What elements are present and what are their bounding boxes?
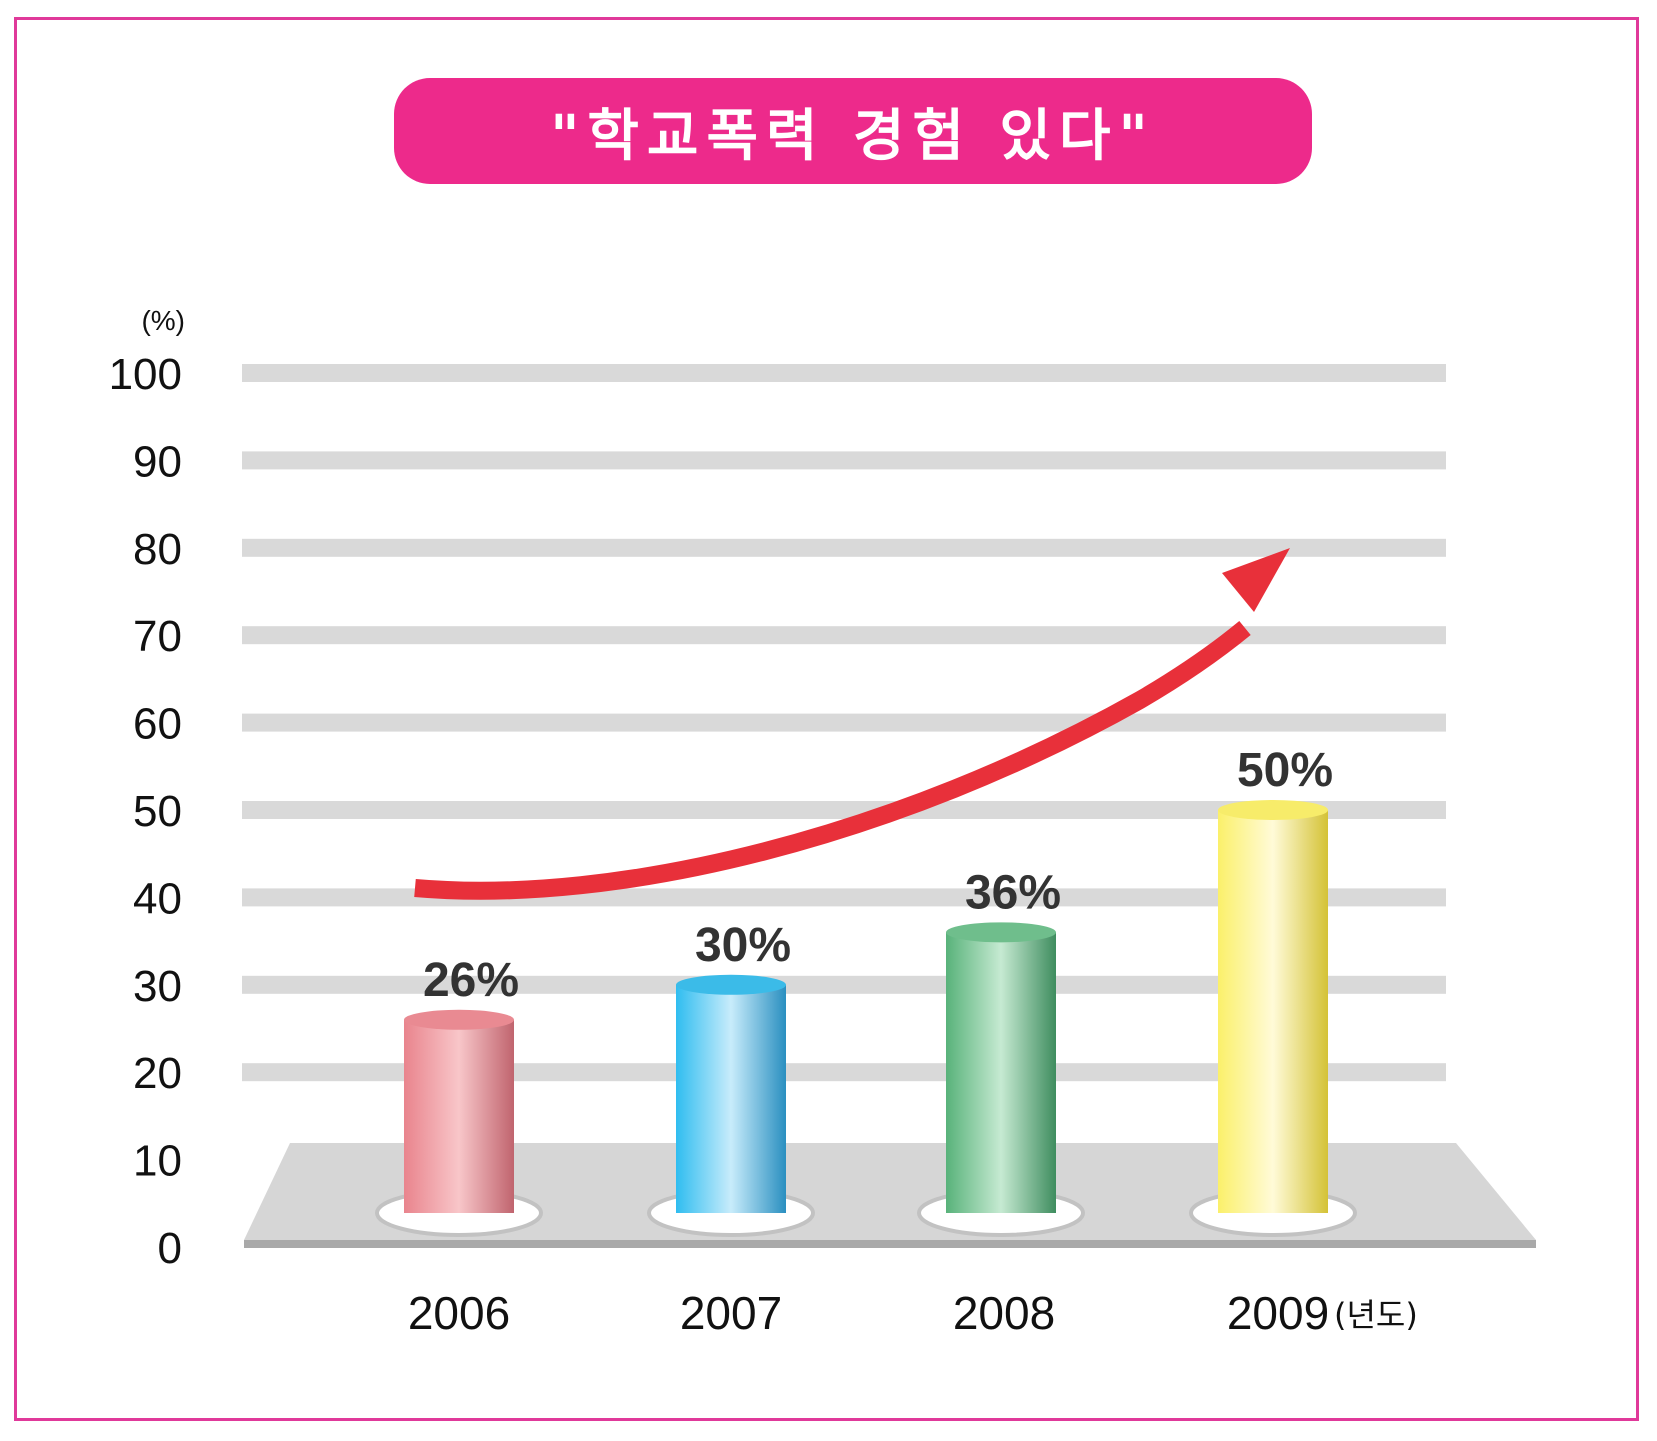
gridline-100: [242, 364, 1446, 382]
y-tick-label-70: 70: [133, 612, 182, 661]
y-tick-label-40: 40: [133, 874, 182, 923]
bar-2007: 30%: [647, 919, 815, 1237]
y-tick-label-20: 20: [133, 1049, 182, 1098]
y-axis-ticks: 0 10 20 30 40 50 60 70 80 90 100: [109, 350, 182, 1273]
chart-title: "학교폭력 경험 있다": [550, 103, 1156, 169]
bar-top-2009: [1218, 800, 1328, 820]
x-unit-label: (년도): [1334, 1296, 1418, 1334]
gridline-80: [242, 538, 1446, 557]
bar-2008: 36%: [917, 866, 1085, 1237]
y-tick-label-90: 90: [133, 437, 182, 486]
gridline-30: [242, 975, 1446, 994]
y-tick-label-80: 80: [133, 525, 182, 574]
x-tick-label-2008: 2008: [953, 1287, 1055, 1339]
data-label-2006: 26%: [423, 954, 519, 1007]
gridline-60: [242, 713, 1446, 732]
y-tick-label-0: 0: [158, 1224, 182, 1273]
y-tick-label-60: 60: [133, 700, 182, 749]
bar-body-2009: [1218, 810, 1328, 1213]
gridline-50: [242, 801, 1446, 819]
bar-2009: 50%: [1189, 744, 1357, 1237]
y-tick-label-100: 100: [109, 350, 182, 399]
chart-frame: [14, 17, 1639, 1421]
x-axis-labels: 2006 2007 2008 2009 (년도): [408, 1287, 1418, 1339]
gridline-90: [242, 451, 1446, 470]
y-tick-label-10: 10: [133, 1137, 182, 1186]
bar-body-2007: [676, 984, 786, 1213]
y-tick-label-50: 50: [133, 787, 182, 836]
bar-top-2006: [404, 1009, 514, 1030]
bar-body-2006: [404, 1019, 514, 1213]
y-tick-label-30: 30: [133, 962, 182, 1011]
bars: 26% 30% 36% 50%: [375, 744, 1357, 1237]
x-tick-label-2006: 2006: [408, 1287, 510, 1339]
x-tick-label-2007: 2007: [680, 1287, 782, 1339]
trend-arrow-line: [414, 621, 1251, 900]
bar-top-2007: [676, 974, 786, 995]
y-unit-label: (%): [141, 305, 185, 336]
data-label-2008: 36%: [965, 866, 1061, 919]
data-label-2007: 30%: [695, 919, 791, 972]
data-label-2009: 50%: [1237, 744, 1333, 797]
bar-body-2008: [946, 932, 1056, 1213]
bar-2006: 26%: [375, 954, 543, 1237]
trend-arrow-head: [1222, 548, 1290, 612]
bar-top-2008: [946, 922, 1056, 943]
x-tick-label-2009: 2009: [1227, 1287, 1329, 1339]
gridline-20: [242, 1063, 1446, 1082]
title-banner: "학교폭력 경험 있다": [394, 78, 1312, 184]
gridline-70: [242, 626, 1446, 645]
platform-edge: [244, 1240, 1536, 1248]
